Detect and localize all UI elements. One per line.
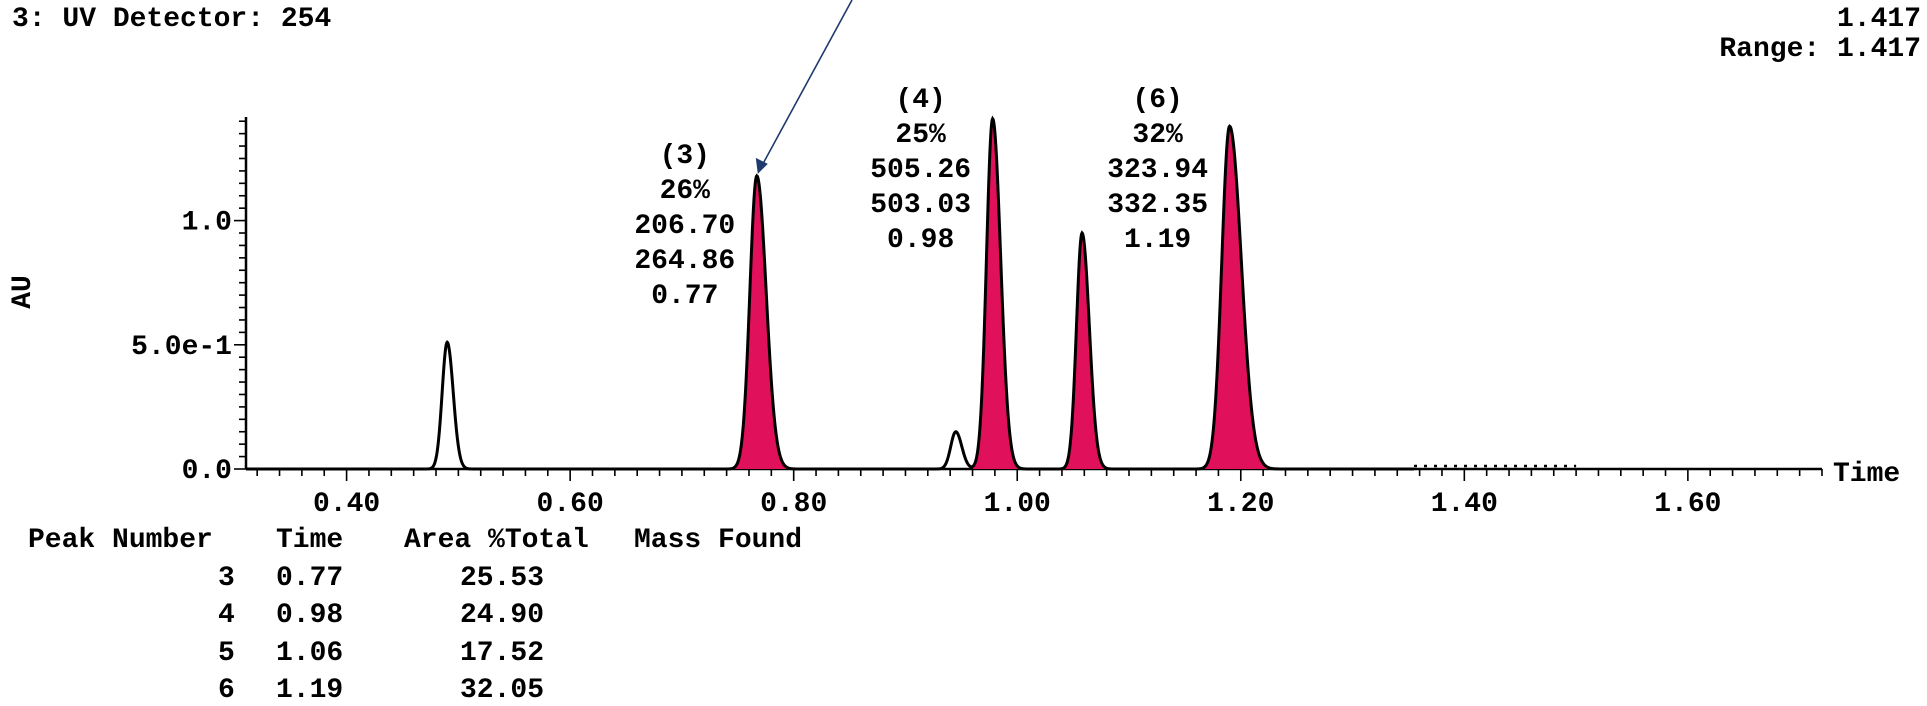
x-tick-label: 1.40 xyxy=(1431,489,1498,520)
peak-annotation-line: 206.70 xyxy=(634,211,735,242)
table-cell: 3 xyxy=(218,562,235,594)
chromatogram-chart: 0.40 0.60 0.80 1.00 1.20 1.40 1.60 0.0 5.0e-1 1.0… xyxy=(8,0,1900,520)
chromatogram-trace xyxy=(246,115,1415,471)
x-axis-label: Time xyxy=(1833,459,1900,490)
table-cell: 24.90 xyxy=(460,600,545,631)
table-header-cell: Mass Found xyxy=(634,525,803,556)
x-tick-label: 1.00 xyxy=(984,489,1051,520)
peak-annotation-line: (3) xyxy=(660,141,710,172)
peak-annotation-line: (4) xyxy=(895,85,945,116)
peak-fill xyxy=(734,175,787,469)
peak-annotation-line: 505.26 xyxy=(870,155,971,186)
peak-annotation-line: 323.94 xyxy=(1107,155,1208,186)
chart-peaks xyxy=(246,115,1577,471)
table-header-cell: Peak Number xyxy=(28,525,213,556)
table-header-cell: Area %Total xyxy=(404,525,589,556)
peak-annotation-line: 264.86 xyxy=(634,246,735,277)
x-tick-label: 1.20 xyxy=(1207,489,1274,520)
max-value: 1.417 xyxy=(1836,4,1921,35)
table-cell: 17.52 xyxy=(460,637,545,669)
peak-annotation-line: 25% xyxy=(895,120,946,151)
peak-fill xyxy=(972,118,1019,469)
peak-annotation-line: 332.35 xyxy=(1107,190,1208,221)
peak-annotation-line: 1.19 xyxy=(1124,225,1191,256)
table-cell: 6 xyxy=(218,675,235,706)
y-tick-label: 1.0 xyxy=(182,208,232,239)
peak-annotation-line: 0.77 xyxy=(651,281,718,312)
detector-title: 3: UV Detector: 254 xyxy=(12,4,332,35)
y-axis-label: AU xyxy=(8,275,39,309)
table-cell: 1.06 xyxy=(276,637,344,669)
table-cell: 5 xyxy=(218,637,235,669)
table-cell: 4 xyxy=(218,600,235,631)
table-cell: 0.77 xyxy=(276,562,344,594)
table-cell: 1.19 xyxy=(276,675,344,706)
x-tick-label: 1.60 xyxy=(1654,489,1721,520)
peak-annotation-line: 503.03 xyxy=(870,190,971,221)
x-tick-label: 0.40 xyxy=(313,489,380,520)
peak-fill xyxy=(1204,126,1268,470)
range-label: Range: 1.417 xyxy=(1719,34,1921,65)
peak-fill xyxy=(1064,233,1106,469)
chart-annotations: (3) 26% 206.70 264.86 0.77 (4) 25% 505.26 503.03… xyxy=(634,0,1208,312)
x-tick-label: 0.60 xyxy=(537,489,604,520)
table-cell: 0.98 xyxy=(276,600,344,631)
y-tick-label: 0.0 xyxy=(182,456,232,487)
peak-annotation-line: (6) xyxy=(1132,85,1182,116)
table-cell: 25.53 xyxy=(460,562,545,594)
peak-annotation-line: 0.98 xyxy=(887,225,954,256)
annotation-arrow-head xyxy=(755,157,768,174)
peak-annotation-line: 26% xyxy=(660,176,711,207)
y-tick-label: 5.0e-1 xyxy=(131,332,232,363)
table-cell: 32.05 xyxy=(460,675,545,706)
table-header-cell: Time xyxy=(276,525,344,556)
annotation-arrow-line xyxy=(761,0,853,167)
peak-annotation-line: 32% xyxy=(1132,120,1183,151)
x-tick-label: 0.80 xyxy=(760,489,827,520)
